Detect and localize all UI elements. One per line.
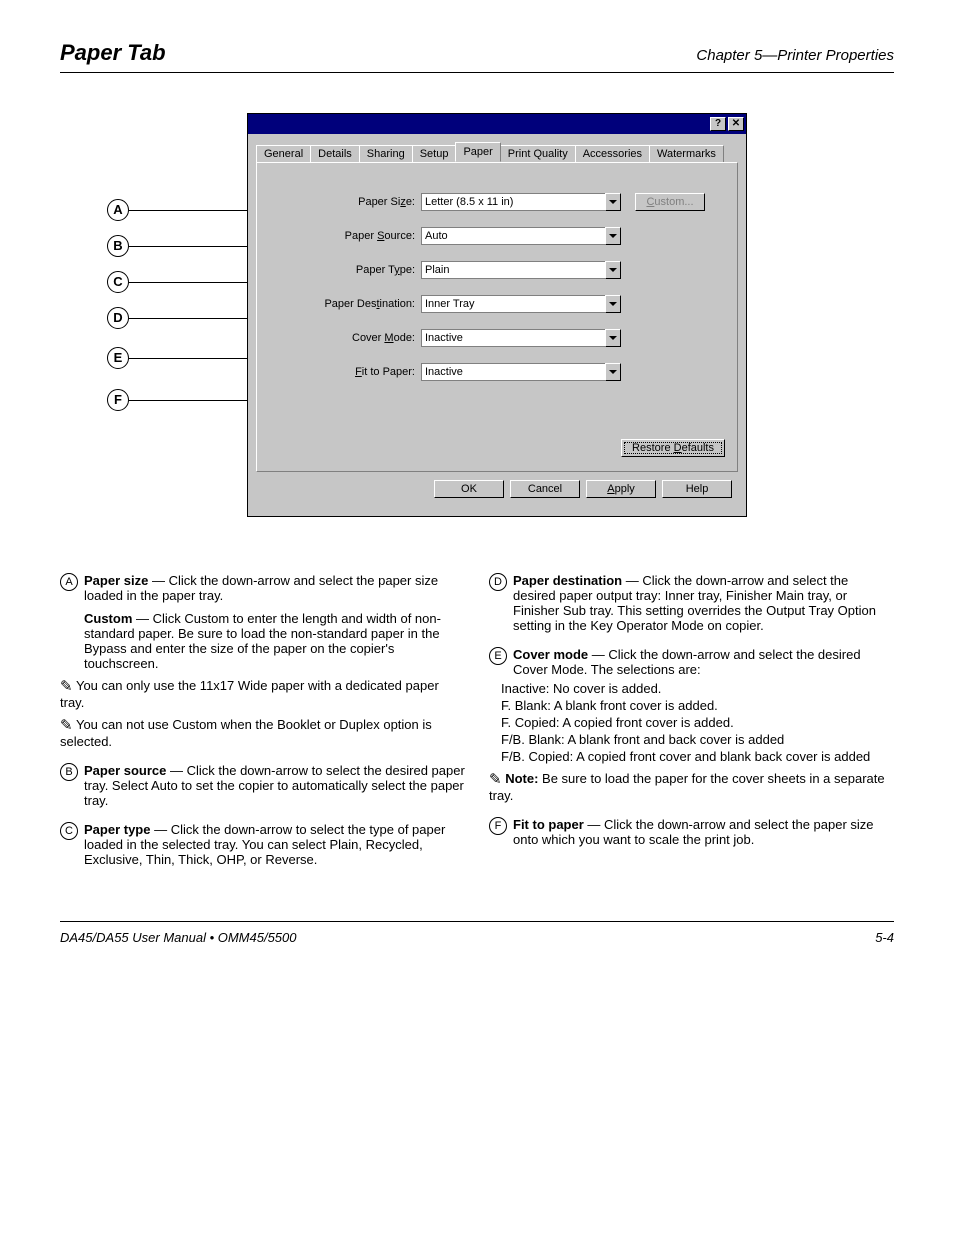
paper-size-dropdown-icon[interactable] xyxy=(605,193,621,211)
desc-col-right: D Paper destination — Click the down-arr… xyxy=(489,573,894,881)
paper-tabpanel: Paper Size: Custom... Paper Source: xyxy=(256,162,738,472)
paper-destination-input[interactable] xyxy=(421,295,605,313)
fit-to-paper-label: Fit to Paper: xyxy=(269,366,421,378)
desc-col-left: A Paper size — Click the down-arrow and … xyxy=(60,573,465,881)
cancel-button[interactable]: Cancel xyxy=(510,480,580,498)
callout-d: D xyxy=(107,307,129,329)
restore-defaults-button[interactable]: Restore Defaults xyxy=(621,439,725,457)
desc-c-title: Paper type xyxy=(84,822,150,837)
tab-details[interactable]: Details xyxy=(310,145,360,163)
titlebar: ? ✕ xyxy=(248,114,746,134)
fit-to-paper-dropdown-icon[interactable] xyxy=(605,363,621,381)
paper-type-input[interactable] xyxy=(421,261,605,279)
tab-general[interactable]: General xyxy=(256,145,311,163)
desc-e-marker: E xyxy=(489,647,507,665)
close-icon[interactable]: ✕ xyxy=(728,117,744,131)
desc-f-marker: F xyxy=(489,817,507,835)
ok-button[interactable]: OK xyxy=(434,480,504,498)
callout-b: B xyxy=(107,235,129,257)
desc-f-title: Fit to paper xyxy=(513,817,584,832)
paper-destination-label: Paper Destination: xyxy=(269,298,421,310)
section-title: Paper Tab xyxy=(60,40,166,66)
tab-accessories[interactable]: Accessories xyxy=(575,145,650,163)
desc-d-title: Paper destination xyxy=(513,573,622,588)
paper-source-input[interactable] xyxy=(421,227,605,245)
desc-a-marker: A xyxy=(60,573,78,591)
tab-paper[interactable]: Paper xyxy=(455,142,500,162)
desc-a-custom-text: Click Custom to enter the length and wid… xyxy=(84,611,441,671)
note-icon: ✎ xyxy=(60,678,73,695)
fit-to-paper-input[interactable] xyxy=(421,363,605,381)
apply-button[interactable]: Apply xyxy=(586,480,656,498)
paper-source-dropdown-icon[interactable] xyxy=(605,227,621,245)
cover-mode-input[interactable] xyxy=(421,329,605,347)
paper-type-dropdown-icon[interactable] xyxy=(605,261,621,279)
desc-a-title: Paper size xyxy=(84,573,148,588)
custom-button[interactable]: Custom... xyxy=(635,193,705,211)
desc-a-custom-title: Custom xyxy=(84,611,132,626)
paper-type-label: Paper Type: xyxy=(269,264,421,276)
tab-sharing[interactable]: Sharing xyxy=(359,145,413,163)
help-icon[interactable]: ? xyxy=(710,117,726,131)
footer-rule xyxy=(60,921,894,922)
paper-size-input[interactable] xyxy=(421,193,605,211)
desc-e-title: Cover mode xyxy=(513,647,588,662)
desc-a-note2: You can not use Custom when the Booklet … xyxy=(60,717,432,749)
footer-doc-ref: DA45/DA55 User Manual • OMM45/5500 xyxy=(60,930,297,945)
desc-d-marker: D xyxy=(489,573,507,591)
desc-a-note1: You can only use the 11x17 Wide paper wi… xyxy=(60,678,439,710)
callout-a: A xyxy=(107,199,129,221)
desc-e-sublist: Inactive: No cover is added. F. Blank: A… xyxy=(501,681,894,764)
paper-size-label: Paper Size: xyxy=(269,196,421,208)
cover-mode-dropdown-icon[interactable] xyxy=(605,329,621,347)
properties-dialog: ? ✕ General Details Sharing Setup Paper … xyxy=(247,113,747,517)
tab-print-quality[interactable]: Print Quality xyxy=(500,145,576,163)
footer-page-num: 5-4 xyxy=(875,930,894,945)
help-button[interactable]: Help xyxy=(662,480,732,498)
cover-mode-label: Cover Mode: xyxy=(269,332,421,344)
note-icon: ✎ xyxy=(489,771,502,788)
desc-e-note-label: Note: xyxy=(505,771,542,786)
dialog-figure: A B C D E F ? ✕ xyxy=(107,113,847,543)
tabstrip: General Details Sharing Setup Paper Prin… xyxy=(256,140,738,162)
tab-watermarks[interactable]: Watermarks xyxy=(649,145,724,163)
desc-e-note: Be sure to load the paper for the cover … xyxy=(489,771,885,803)
desc-b-title: Paper source xyxy=(84,763,166,778)
desc-b-marker: B xyxy=(60,763,78,781)
callout-e: E xyxy=(107,347,129,369)
desc-c-marker: C xyxy=(60,822,78,840)
callout-c: C xyxy=(107,271,129,293)
tab-setup[interactable]: Setup xyxy=(412,145,457,163)
paper-source-label: Paper Source: xyxy=(269,230,421,242)
header-rule xyxy=(60,72,894,73)
paper-destination-dropdown-icon[interactable] xyxy=(605,295,621,313)
callout-f: F xyxy=(107,389,129,411)
chapter-label: Chapter 5—Printer Properties xyxy=(696,47,894,64)
note-icon: ✎ xyxy=(60,717,73,734)
